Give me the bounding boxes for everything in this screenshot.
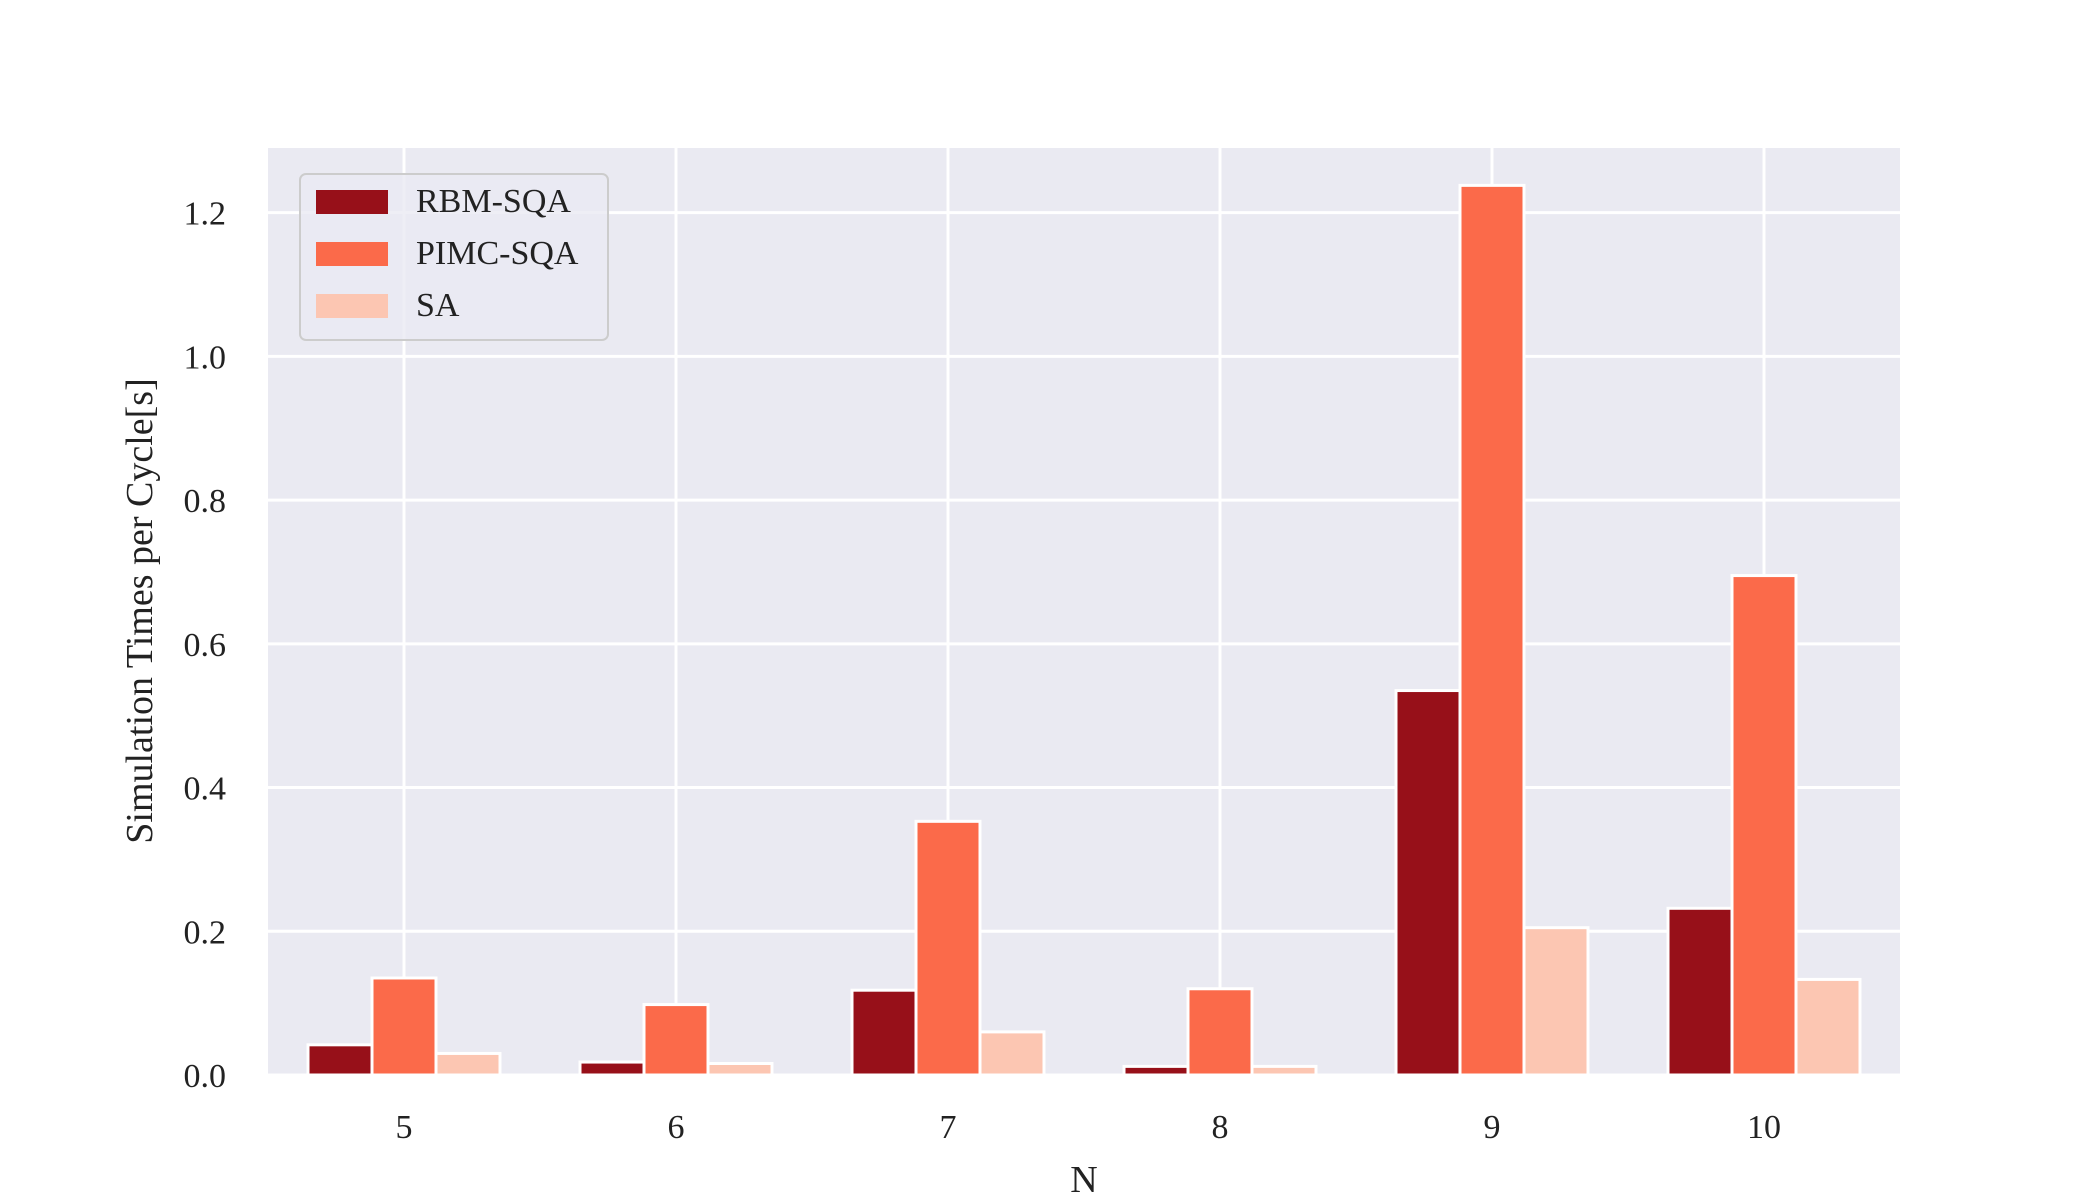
y-tick-label: 0.8 (184, 483, 227, 520)
bars (306, 183, 1862, 1077)
x-tick-label: 9 (1484, 1109, 1501, 1146)
x-tick-label: 8 (1212, 1109, 1229, 1146)
bar-rbm-sqa (1122, 1064, 1190, 1077)
bar-sa (1794, 977, 1862, 1077)
y-tick-label: 0.0 (184, 1058, 227, 1095)
y-tick-label: 0.6 (184, 627, 227, 664)
legend-swatch-sa (316, 294, 388, 318)
legend-label-rbm-sqa: RBM-SQA (416, 183, 571, 220)
bar-pimc-sqa (914, 819, 982, 1077)
legend-label-sa: SA (416, 287, 460, 324)
bar-sa (1522, 926, 1590, 1077)
bar-sa (706, 1062, 774, 1077)
x-axis-label: N (1070, 1159, 1097, 1200)
bar-pimc-sqa (370, 976, 438, 1077)
y-axis-label: Simulation Times per Cycle[s] (119, 378, 161, 844)
legend-label-pimc-sqa: PIMC-SQA (416, 235, 579, 272)
tick-labels: 0.0 0.2 0.4 0.6 0.8 1.0 1.2 5 6 7 8 9 10 (184, 196, 1782, 1146)
bar-pimc-sqa (1458, 183, 1526, 1077)
bar-sa (978, 1030, 1046, 1077)
legend: RBM-SQA PIMC-SQA SA (299, 173, 609, 341)
bar-pimc-sqa (642, 1003, 710, 1077)
legend-swatch-rbm-sqa (316, 190, 388, 214)
bar-rbm-sqa (1394, 689, 1462, 1077)
bar-sa (1250, 1064, 1318, 1077)
bar-rbm-sqa (1666, 906, 1734, 1077)
y-tick-label: 0.2 (184, 914, 227, 951)
x-tick-label: 6 (668, 1109, 685, 1146)
bar-rbm-sqa (578, 1060, 646, 1077)
legend-swatch-pimc-sqa (316, 242, 388, 266)
x-tick-label: 5 (396, 1109, 413, 1146)
x-tick-label: 10 (1747, 1109, 1781, 1146)
bar-rbm-sqa (850, 988, 918, 1077)
y-tick-label: 1.2 (184, 196, 227, 233)
bar-pimc-sqa (1186, 987, 1254, 1077)
bar-sa (434, 1051, 502, 1077)
x-tick-label: 7 (940, 1109, 957, 1146)
bar-pimc-sqa (1730, 574, 1798, 1077)
y-tick-label: 0.4 (184, 771, 227, 808)
bar-rbm-sqa (306, 1043, 374, 1077)
y-tick-label: 1.0 (184, 339, 227, 376)
